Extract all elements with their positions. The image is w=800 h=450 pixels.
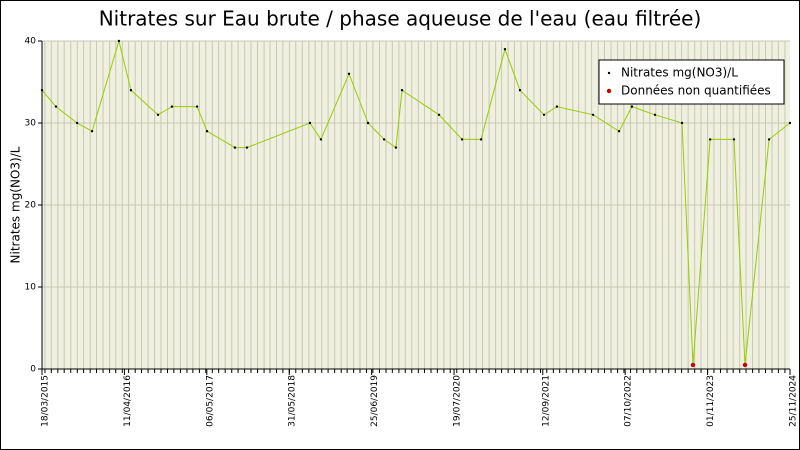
y-tick-label: 10 <box>25 283 37 293</box>
x-tick-label: 12/09/2021 <box>541 375 551 427</box>
data-point <box>742 362 748 368</box>
data-point <box>437 113 441 117</box>
x-tick-label: 19/07/2020 <box>453 375 463 427</box>
data-point <box>591 113 595 117</box>
data-point <box>245 146 249 149</box>
y-tick-label: 0 <box>30 365 36 375</box>
data-point <box>708 138 712 141</box>
y-tick-label: 20 <box>25 201 37 211</box>
data-point <box>690 362 696 368</box>
data-point <box>129 89 133 92</box>
data-point <box>366 121 370 125</box>
data-point <box>460 138 464 141</box>
data-point <box>542 113 546 117</box>
data-point <box>732 138 736 141</box>
data-point <box>617 130 621 133</box>
data-point <box>233 146 237 149</box>
chart-title: Nitrates sur Eau brute / phase aqueuse d… <box>99 7 702 31</box>
data-point <box>767 138 771 141</box>
data-point <box>630 105 634 108</box>
data-point <box>117 39 121 43</box>
legend-label: Données non quantifiées <box>621 84 771 98</box>
legend-marker <box>606 88 612 94</box>
legend-marker <box>607 71 611 75</box>
data-point <box>394 146 398 149</box>
x-tick-label: 07/10/2022 <box>624 375 634 427</box>
data-point <box>503 48 507 51</box>
x-tick-label: 06/05/2017 <box>205 375 215 427</box>
x-tick-label: 25/11/2024 <box>789 375 799 427</box>
data-point <box>319 138 323 141</box>
x-tick-label: 01/11/2023 <box>706 375 716 427</box>
y-tick-label: 30 <box>25 119 37 129</box>
data-point <box>653 113 657 117</box>
data-point <box>382 138 386 141</box>
y-axis-label: Nitrates mg(NO3)/L <box>9 146 23 263</box>
data-point <box>518 89 522 92</box>
data-point <box>788 121 792 125</box>
data-point <box>156 113 160 117</box>
data-point <box>479 138 483 141</box>
data-point <box>90 130 94 133</box>
data-point <box>75 121 79 125</box>
data-point <box>555 105 559 108</box>
x-tick-label: 31/05/2018 <box>288 375 298 427</box>
data-point <box>195 105 199 108</box>
data-point <box>205 130 209 133</box>
data-point <box>308 121 312 125</box>
data-point <box>40 89 44 92</box>
data-point <box>347 72 351 76</box>
data-point <box>680 121 684 125</box>
data-point <box>400 89 404 92</box>
data-point <box>54 105 58 108</box>
x-tick-label: 25/06/2019 <box>370 375 380 427</box>
legend-box <box>598 59 785 105</box>
data-point <box>170 105 174 108</box>
y-tick-label: 40 <box>25 37 37 47</box>
legend-label: Nitrates mg(NO3)/L <box>621 66 738 80</box>
x-tick-label: 18/03/2015 <box>41 375 51 427</box>
x-tick-label: 11/04/2016 <box>123 375 133 427</box>
